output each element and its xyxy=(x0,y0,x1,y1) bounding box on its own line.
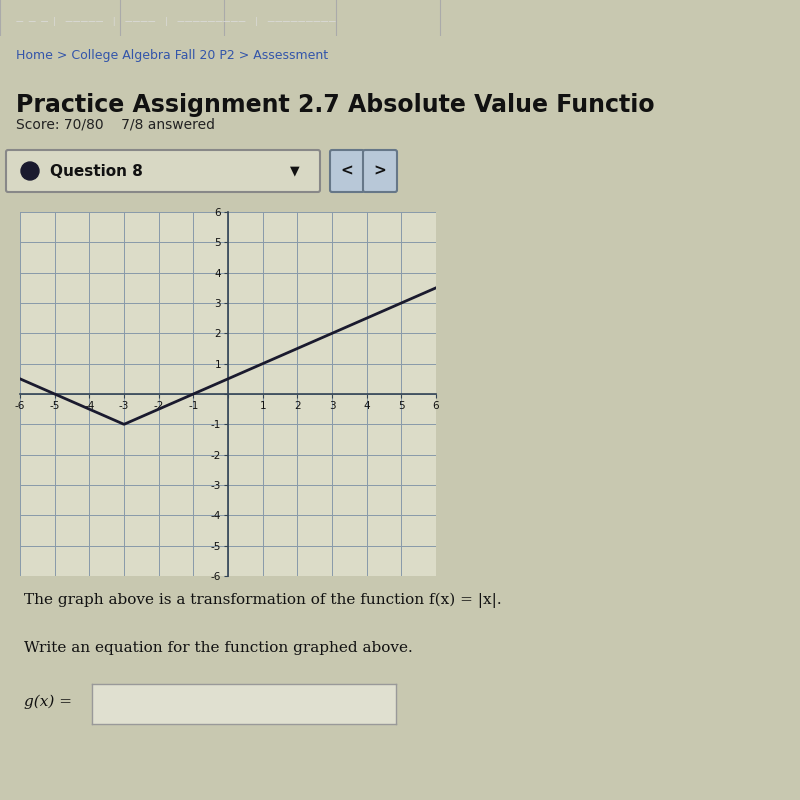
Text: The graph above is a transformation of the function f(x) = |x|.: The graph above is a transformation of t… xyxy=(24,593,502,608)
Text: <: < xyxy=(341,163,354,178)
FancyBboxPatch shape xyxy=(363,150,397,192)
FancyBboxPatch shape xyxy=(330,150,364,192)
FancyBboxPatch shape xyxy=(6,150,320,192)
Text: ▼: ▼ xyxy=(290,165,300,178)
Text: Score: 70/80    7/8 answered: Score: 70/80 7/8 answered xyxy=(16,118,215,132)
Text: >: > xyxy=(374,163,386,178)
Text: Write an equation for the function graphed above.: Write an equation for the function graph… xyxy=(24,641,413,655)
Text: —  —  —  |    —————    |    ————    |    —————————    |    —————————: — — — | ————— | ———— | ————————— | —————… xyxy=(16,17,336,26)
Text: Question 8: Question 8 xyxy=(50,163,143,178)
Text: Practice Assignment 2.7 Absolute Value Functio: Practice Assignment 2.7 Absolute Value F… xyxy=(16,93,654,117)
Circle shape xyxy=(21,162,39,180)
Text: g(x) =: g(x) = xyxy=(24,694,72,709)
Text: Home > College Algebra Fall 20 P2 > Assessment: Home > College Algebra Fall 20 P2 > Asse… xyxy=(16,50,328,62)
